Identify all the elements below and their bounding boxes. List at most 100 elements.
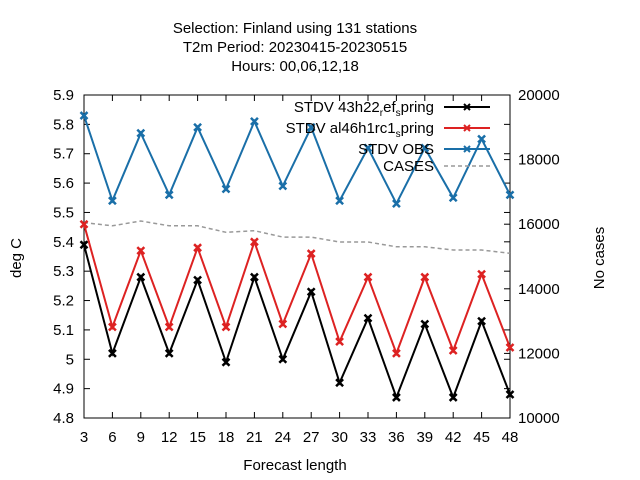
data-point-stdv-obs <box>363 143 373 153</box>
data-point-stdv-43h22-ref-spring <box>420 319 430 329</box>
legend-ref-part-3: ef <box>383 99 396 116</box>
data-point-stdv-obs <box>420 143 430 153</box>
y-tick-label: 5.6 <box>53 175 74 192</box>
data-point-stdv-43h22-ref-spring <box>505 390 515 399</box>
data-point-stdv-43h22-ref-spring <box>363 313 373 323</box>
x-tick-label: 33 <box>360 429 377 446</box>
data-point-stdv-al46h1rc1-spring <box>108 322 117 332</box>
y2-axis-ticks: 10000 12000 14000 16000 18000 20000 <box>504 87 560 427</box>
data-point-stdv-al46h1rc1-spring <box>448 346 458 355</box>
y2-tick-label: 18000 <box>518 152 560 169</box>
data-point-stdv-43h22-ref-spring <box>136 272 146 282</box>
legend-ref-part-5: pring <box>401 99 434 116</box>
y-tick-label: 5.7 <box>53 146 74 163</box>
data-point-stdv-al46h1rc1-spring <box>164 322 174 332</box>
legend-marker-obs <box>463 145 471 153</box>
data-point-stdv-al46h1rc1-spring <box>306 249 316 258</box>
data-point-stdv-obs <box>79 111 89 120</box>
legend-marker-al46 <box>463 124 471 132</box>
y-tick-label: 4.9 <box>53 381 74 398</box>
x-tick-label: 3 <box>80 429 88 446</box>
x-tick-label: 15 <box>189 429 206 446</box>
legend-al46-part-2: s <box>396 129 401 140</box>
data-point-stdv-al46h1rc1-spring <box>363 272 373 282</box>
data-point-stdv-43h22-ref-spring <box>477 316 486 326</box>
data-point-stdv-obs <box>335 196 344 206</box>
legend-label-ref: STDV 43h22refspring <box>294 99 434 119</box>
data-point-stdv-al46h1rc1-spring <box>278 319 288 329</box>
data-point-stdv-obs <box>392 199 401 209</box>
x-tick-label: 45 <box>473 429 490 446</box>
data-point-stdv-43h22-ref-spring <box>221 357 231 367</box>
data-point-stdv-al46h1rc1-spring <box>79 219 89 229</box>
data-point-stdv-obs <box>278 181 288 191</box>
data-point-stdv-43h22-ref-spring <box>306 287 316 297</box>
legend-ref-part-4: s <box>396 108 401 119</box>
x-tick-label: 21 <box>246 429 263 446</box>
legend-marker-ref <box>463 103 471 111</box>
data-point-stdv-al46h1rc1-spring <box>136 246 146 256</box>
y-axis-ticks: 4.8 4.9 5 5.1 5.2 5.3 5.4 5.5 5.6 5.7 5.8 5.9 <box>53 87 510 427</box>
data-point-stdv-al46h1rc1-spring <box>221 322 231 332</box>
data-point-stdv-obs <box>477 134 486 144</box>
x-axis-ticks: 3 6 9 12 15 18 21 24 27 30 33 36 39 42 45 48 <box>80 95 519 446</box>
title-line-1: Selection: Finland using 131 stations <box>173 20 417 37</box>
data-point-stdv-obs <box>108 196 117 206</box>
data-point-stdv-obs <box>306 122 316 132</box>
data-point-stdv-43h22-ref-spring <box>392 393 401 402</box>
series-line-stdv-al46h1rc1-spring <box>83 223 511 357</box>
x-axis-label: Forecast length <box>243 457 346 474</box>
y-tick-label: 5.4 <box>53 234 74 251</box>
data-point-stdv-obs <box>136 128 146 138</box>
chart-title: Selection: Finland using 131 stations T2… <box>173 20 417 75</box>
y-tick-label: 5.5 <box>53 204 74 221</box>
data-point-stdv-43h22-ref-spring <box>164 349 174 358</box>
y2-tick-label: 16000 <box>518 216 560 233</box>
data-point-stdv-obs <box>505 190 515 200</box>
data-point-stdv-43h22-ref-spring <box>193 275 202 285</box>
x-tick-label: 12 <box>161 429 178 446</box>
plot-area <box>83 94 511 419</box>
data-point-stdv-al46h1rc1-spring <box>193 243 202 253</box>
data-point-stdv-al46h1rc1-spring <box>250 237 259 247</box>
x-tick-label: 48 <box>502 429 519 446</box>
x-tick-label: 42 <box>445 429 462 446</box>
legend-ref-part-2: r <box>380 108 384 119</box>
x-tick-label: 30 <box>331 429 348 446</box>
series-line-stdv-obs <box>83 115 511 206</box>
title-line-2: T2m Period: 20230415-20230515 <box>183 39 407 56</box>
data-point-stdv-43h22-ref-spring <box>79 240 89 250</box>
x-tick-label: 36 <box>388 429 405 446</box>
y-tick-label: 5 <box>66 351 74 368</box>
y-tick-label: 5.1 <box>53 322 74 339</box>
data-point-stdv-obs <box>164 190 174 200</box>
series-line-stdv-43h22-ref-spring <box>83 244 511 401</box>
x-tick-label: 9 <box>137 429 145 446</box>
legend-ref-part-1: STDV 43h22 <box>294 99 380 116</box>
legend-al46-part-3: pring <box>401 120 434 137</box>
y2-axis-label: No cases <box>591 227 608 290</box>
y-tick-label: 5.8 <box>53 116 74 133</box>
series-layer <box>79 111 515 402</box>
data-point-stdv-43h22-ref-spring <box>448 393 458 402</box>
data-point-stdv-obs <box>448 193 458 203</box>
legend-label-al46: STDV al46h1rc1spring <box>286 120 434 140</box>
y2-tick-label: 12000 <box>518 345 560 362</box>
data-point-stdv-43h22-ref-spring <box>335 378 344 388</box>
data-point-stdv-obs <box>250 117 259 126</box>
data-point-stdv-al46h1rc1-spring <box>477 269 486 279</box>
data-point-stdv-obs <box>193 122 202 132</box>
y-tick-label: 4.8 <box>53 410 74 427</box>
data-point-stdv-43h22-ref-spring <box>108 349 117 358</box>
data-point-stdv-al46h1rc1-spring <box>420 272 430 282</box>
data-point-stdv-al46h1rc1-spring <box>505 343 515 352</box>
data-point-stdv-43h22-ref-spring <box>278 354 288 364</box>
x-tick-label: 39 <box>416 429 433 446</box>
y-tick-label: 5.9 <box>53 87 74 104</box>
data-point-stdv-al46h1rc1-spring <box>335 337 344 347</box>
x-tick-label: 18 <box>218 429 235 446</box>
legend-label-obs: STDV OBS <box>358 141 434 158</box>
y-tick-label: 5.2 <box>53 293 74 310</box>
y2-tick-label: 10000 <box>518 410 560 427</box>
